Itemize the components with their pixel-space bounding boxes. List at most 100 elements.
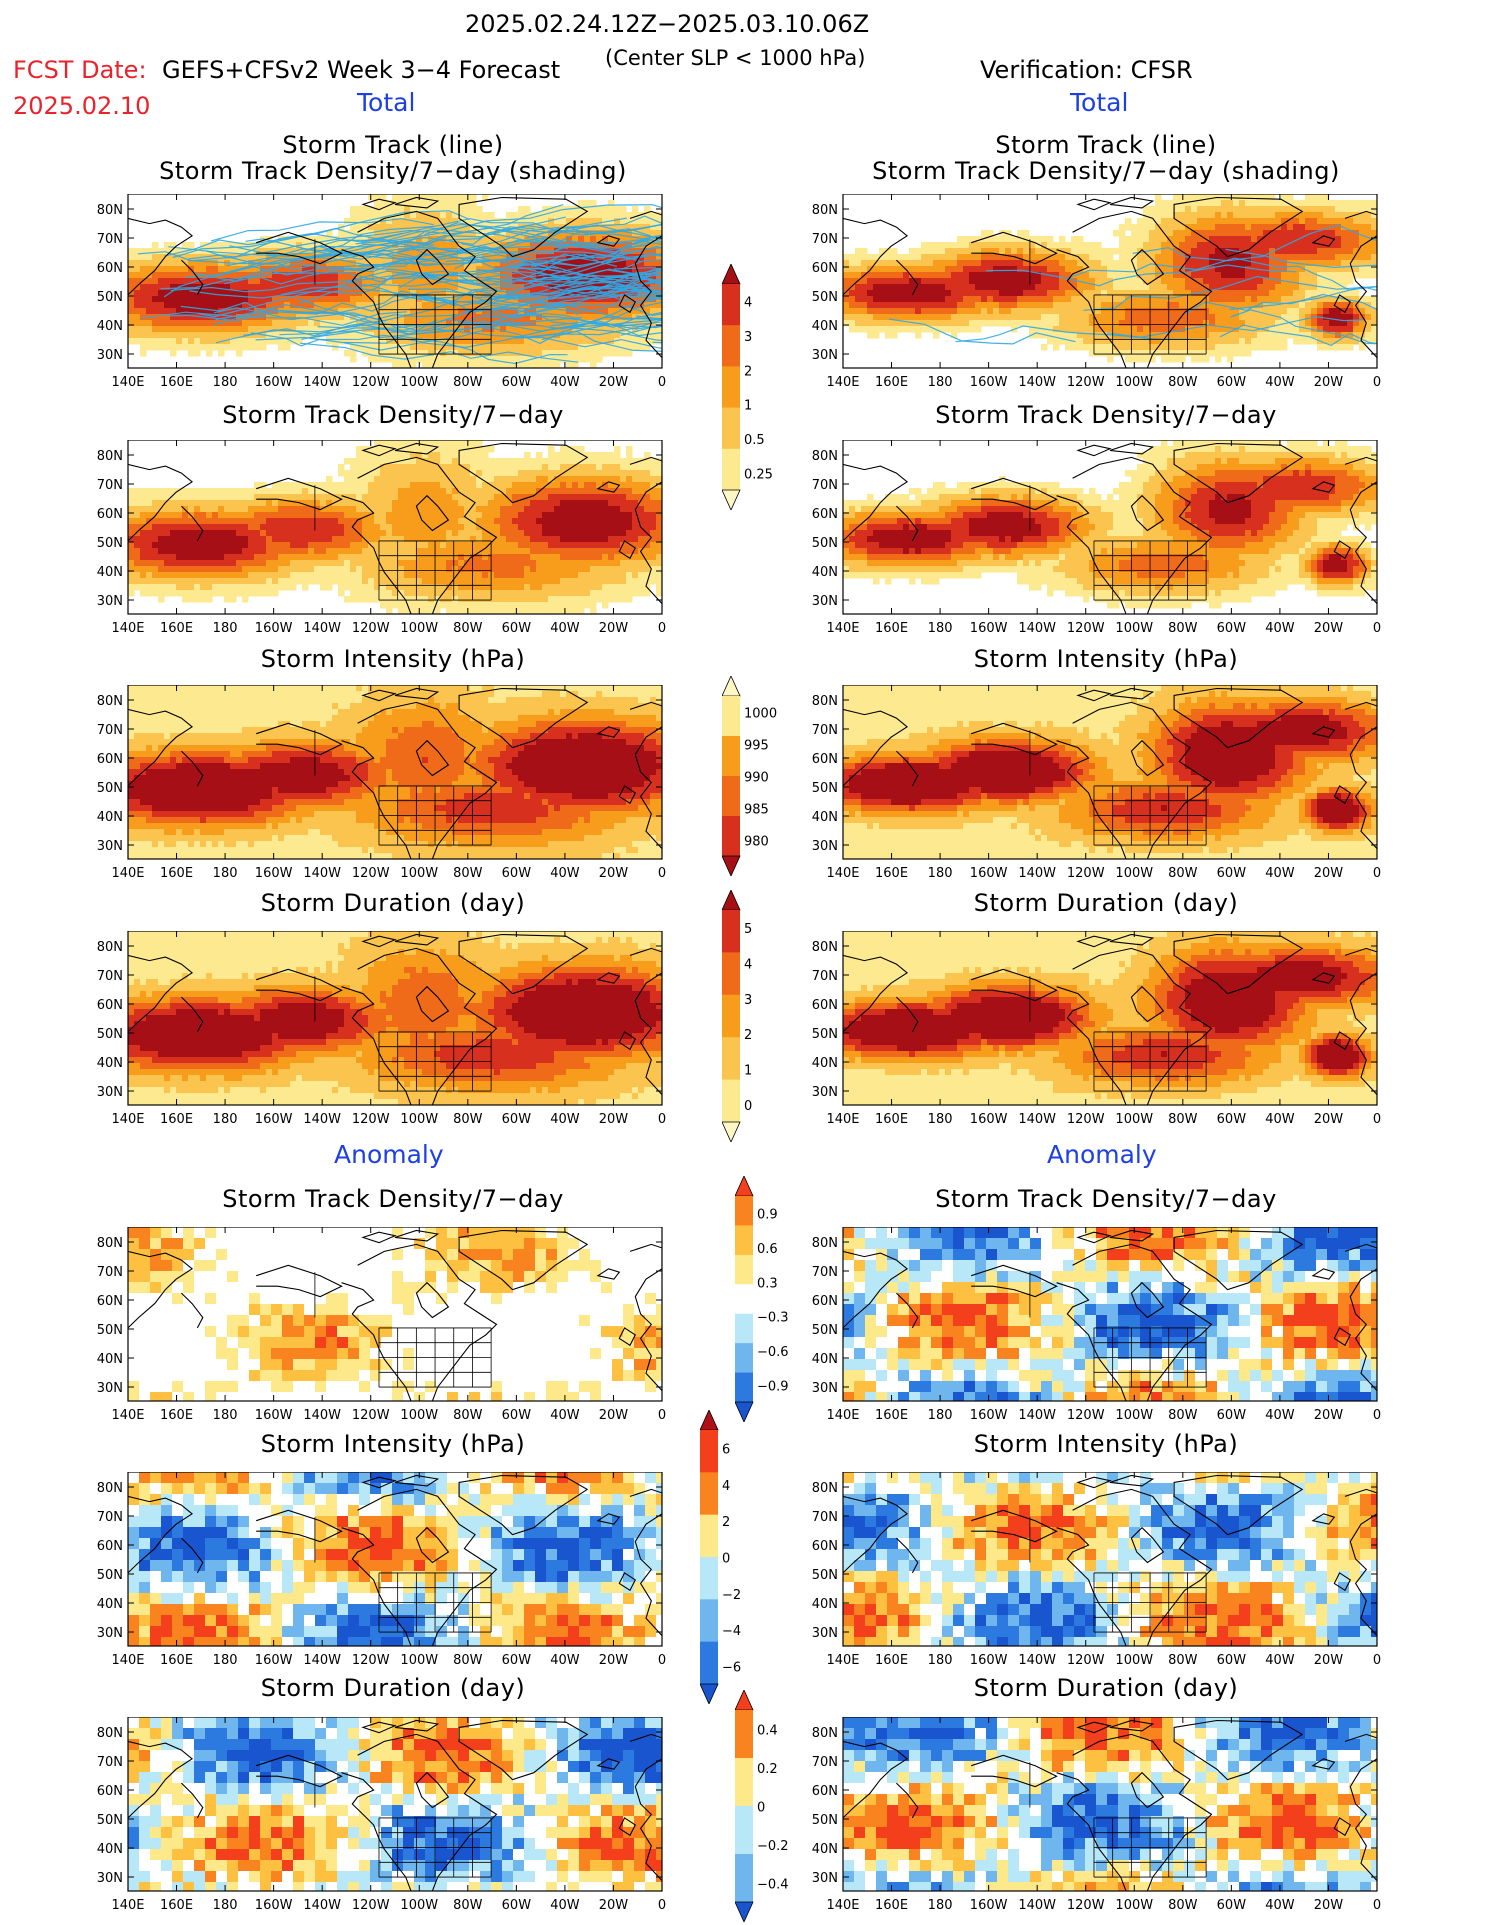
lat-label: 70N: [97, 478, 123, 493]
map-field: [843, 1227, 1377, 1401]
panel-title-ob-density: Storm Track Density/7−day: [836, 401, 1376, 429]
lat-label: 50N: [97, 1813, 123, 1828]
lon-label: 160E: [160, 1653, 193, 1668]
lon-label: 120W: [1067, 1408, 1105, 1423]
lon-label: 40W: [1265, 1112, 1295, 1127]
lon-label: 160W: [970, 1653, 1008, 1668]
lon-label: 20W: [599, 1653, 629, 1668]
panel-title-ob-duration-anom: Storm Duration (day): [836, 1674, 1376, 1702]
lat-label: 80N: [812, 449, 838, 464]
lon-label: 20W: [1314, 621, 1344, 636]
colorbar-label: 0.6: [757, 1242, 778, 1257]
lat-label: 30N: [812, 1871, 838, 1886]
lat-label: 80N: [812, 694, 838, 709]
lon-label: 20W: [599, 1898, 629, 1913]
lon-label: 20W: [599, 1112, 629, 1127]
lon-label: 40W: [1265, 1898, 1295, 1913]
lon-label: 20W: [599, 1408, 629, 1423]
lon-label: 20W: [1314, 1408, 1344, 1423]
lat-label: 40N: [812, 565, 838, 580]
lon-label: 140W: [303, 621, 341, 636]
lon-label: 160E: [875, 1653, 908, 1668]
lon-label: 80W: [453, 1898, 483, 1913]
lat-label: 60N: [97, 1784, 123, 1799]
lon-label: 140E: [826, 866, 859, 881]
lat-label: 30N: [97, 1871, 123, 1886]
map-svg-fc-intensity: 80N 70N 60N 50N 40N 30N 140E 160E 180 160W 140W 120…: [97, 685, 666, 881]
map-field: [128, 685, 662, 859]
lon-label: 60W: [1217, 1898, 1247, 1913]
lon-label: 0: [658, 621, 666, 636]
lat-label: 50N: [97, 536, 123, 551]
lat-label: 50N: [97, 290, 123, 305]
lat-label: 30N: [812, 1626, 838, 1641]
fcst-date-value: 2025.02.10: [13, 92, 150, 120]
lon-label: 0: [658, 866, 666, 881]
section-anomaly-right: Anomaly: [1047, 1140, 1157, 1169]
lat-label: 60N: [812, 507, 838, 522]
lon-label: 60W: [502, 1112, 532, 1127]
lat-label: 80N: [97, 1236, 123, 1251]
lat-label: 80N: [97, 694, 123, 709]
lon-label: 160E: [875, 1112, 908, 1127]
lat-label: 80N: [97, 1726, 123, 1741]
lon-label: 160W: [970, 1408, 1008, 1423]
colorbar-label: 5: [744, 922, 752, 937]
lat-label: 40N: [97, 1352, 123, 1367]
lon-label: 80W: [1168, 1653, 1198, 1668]
lon-label: 60W: [502, 621, 532, 636]
lon-label: 40W: [1265, 1653, 1295, 1668]
lon-label: 120W: [1067, 1653, 1105, 1668]
lon-label: 100W: [1115, 1653, 1153, 1668]
lon-label: 160E: [160, 375, 193, 390]
lon-label: 140W: [303, 1898, 341, 1913]
lat-label: 60N: [812, 752, 838, 767]
lon-label: 0: [1373, 621, 1381, 636]
lon-label: 20W: [1314, 866, 1344, 881]
lon-label: 180: [928, 1112, 953, 1127]
panel-title-fc-intensity-anom: Storm Intensity (hPa): [123, 1430, 663, 1458]
map-svg-ob-intensity: 80N 70N 60N 50N 40N 30N 140E 160E 180 160W 140W 120…: [812, 685, 1381, 881]
lon-label: 120W: [352, 621, 390, 636]
panel-title-fc-density-anom: Storm Track Density/7−day: [123, 1185, 663, 1213]
lon-label: 140W: [303, 1653, 341, 1668]
lon-label: 0: [1373, 1408, 1381, 1423]
lon-label: 40W: [550, 1408, 580, 1423]
lat-label: 60N: [97, 507, 123, 522]
map-field: [128, 931, 662, 1105]
colorbar-label: 1: [744, 399, 752, 414]
lat-label: 30N: [812, 348, 838, 363]
lon-label: 20W: [1314, 1653, 1344, 1668]
lon-label: 140E: [111, 375, 144, 390]
lat-label: 30N: [812, 1085, 838, 1100]
lon-label: 120W: [352, 1112, 390, 1127]
map-panel-fc-duration-anom: 80N 70N 60N 50N 40N 30N 140E 160E 180 160W 140W 120…: [80, 1717, 674, 1925]
colorbar-label: 4: [744, 958, 752, 973]
lat-label: 60N: [812, 1784, 838, 1799]
lat-label: 50N: [812, 1568, 838, 1583]
lat-label: 50N: [97, 1027, 123, 1042]
map-field: [128, 440, 662, 614]
lat-label: 70N: [812, 232, 838, 247]
map-panel-ob-intensity: 80N 70N 60N 50N 40N 30N 140E 160E 180 160W 140W 120…: [795, 685, 1389, 893]
colorbar-label: −0.9: [757, 1379, 789, 1394]
lat-label: 80N: [812, 1236, 838, 1251]
colorbar-density_anom: 0.9 0.6 0.3 −0.3 −0.6 −0.9: [735, 1176, 805, 1422]
lat-label: 60N: [97, 261, 123, 276]
lon-label: 0: [1373, 375, 1381, 390]
panel-title-ob-intensity-anom: Storm Intensity (hPa): [836, 1430, 1376, 1458]
lon-label: 120W: [352, 866, 390, 881]
map-field: [843, 194, 1377, 368]
map-field: [843, 440, 1377, 614]
lon-label: 60W: [1217, 1112, 1247, 1127]
lon-label: 80W: [1168, 621, 1198, 636]
lat-label: 30N: [97, 594, 123, 609]
colorbar-label: −0.3: [757, 1311, 789, 1326]
map-panel-ob-track: 80N 70N 60N 50N 40N 30N 140E 160E 180 160W 140W 120…: [795, 194, 1389, 402]
lon-label: 180: [213, 1408, 238, 1423]
model-title: GEFS+CFSv2 Week 3−4 Forecast: [162, 56, 560, 84]
colorbar-label: 980: [744, 835, 769, 850]
colorbar-label: −4: [722, 1624, 741, 1639]
panel-title-ob-density-anom: Storm Track Density/7−day: [836, 1185, 1376, 1213]
lon-label: 180: [928, 621, 953, 636]
